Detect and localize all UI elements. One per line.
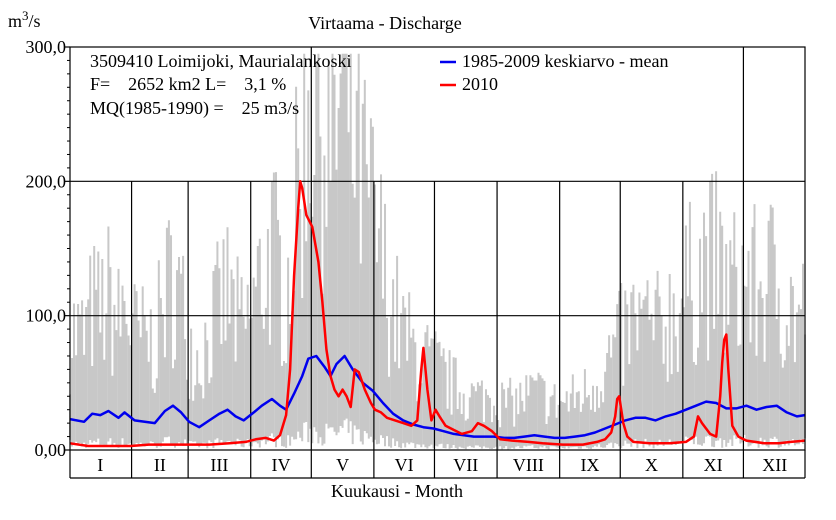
month-label-XI: XI [704,455,723,475]
month-label-IV: IV [272,455,291,475]
station-info: 3509410 Loimijoki, Maurialankoski F= 265… [90,51,351,119]
legend: 1985-2009 keskiarvo - mean 2010 [440,51,668,94]
month-label-VIII: VIII [513,455,544,475]
y-axis-unit: m3/s [8,8,41,31]
y-tick-label: 100,0 [26,306,67,326]
grid-layer [70,47,805,478]
x-axis-label: Kuukausi - Month [331,481,463,501]
series-layer [69,180,806,448]
legend-label-mean: 1985-2009 keskiarvo - mean [462,51,668,71]
x-axis: I II III IV V VI VII VIII IX X XI XII [97,455,787,475]
y-axis-unit-exp: 3 [22,8,29,23]
month-label-II: II [154,455,166,475]
chart-title: Virtaama - Discharge [308,13,462,33]
station-info-line-1: 3509410 Loimijoki, Maurialankoski [90,51,351,71]
month-label-III: III [210,455,228,475]
legend-label-2010: 2010 [462,74,498,94]
y-axis-unit-tail: /s [29,11,41,31]
series-line-1 [69,180,806,448]
month-label-VI: VI [395,455,414,475]
month-label-I: I [97,455,103,475]
month-label-VII: VII [453,455,478,475]
y-tick-label: 200,0 [26,171,67,191]
y-axis: 0,00 100,0 200,0 300,0 [26,37,70,460]
month-label-X: X [645,455,658,475]
y-axis-unit-base: m [8,11,22,31]
month-label-XII: XII [762,455,787,475]
envelope-band [69,53,807,450]
month-label-IX: IX [580,455,599,475]
station-info-line-2: F= 2652 km2 L= 3,1 % [90,74,286,94]
station-info-line-3: MQ(1985-1990) = 25 m3/s [90,98,299,119]
y-tick-label: 300,0 [26,37,67,57]
y-tick-label: 0,00 [35,440,67,460]
envelope-layer [69,53,807,450]
month-label-V: V [336,455,349,475]
